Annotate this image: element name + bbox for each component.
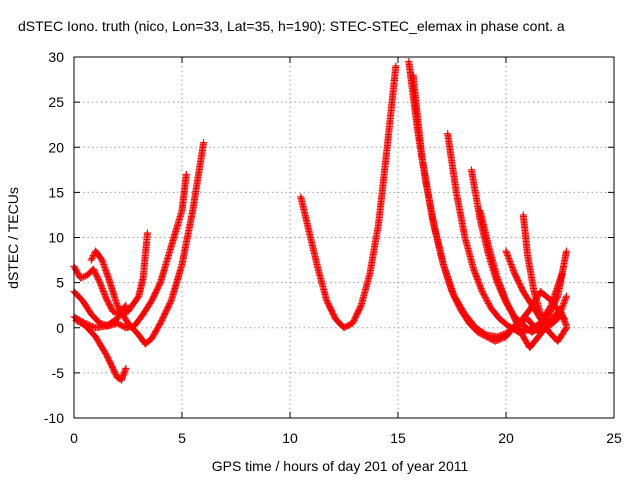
y-tick-label: 10 <box>48 230 64 246</box>
data-point <box>483 297 491 305</box>
data-point <box>93 273 101 281</box>
data-series-group <box>70 229 151 318</box>
data-point <box>94 274 102 282</box>
x-axis-label: GPS time / hours of day 201 of year 2011 <box>212 458 469 474</box>
data-point <box>81 319 89 327</box>
data-point <box>200 139 208 147</box>
data-point <box>562 247 570 255</box>
data-point <box>80 273 88 281</box>
data-point <box>500 330 508 338</box>
x-tick-label: 10 <box>282 430 298 446</box>
data-point <box>92 270 100 278</box>
data-point <box>84 321 92 329</box>
data-point <box>553 294 561 302</box>
data-point <box>182 170 190 178</box>
data-point <box>496 331 504 339</box>
data-series-group <box>297 62 400 332</box>
data-series-group <box>70 170 190 332</box>
data-point <box>109 308 117 316</box>
data-point <box>89 253 97 261</box>
data-point <box>485 299 493 307</box>
axis-ticks <box>73 56 615 419</box>
data-point <box>76 274 84 282</box>
x-tick-label: 5 <box>178 430 186 446</box>
data-point <box>92 271 100 279</box>
x-tick-label: 0 <box>70 430 78 446</box>
data-series-group <box>467 166 570 336</box>
data-point <box>482 295 490 303</box>
data-point <box>480 291 488 299</box>
data-point <box>562 292 570 300</box>
data-point <box>78 273 86 281</box>
data-point <box>89 252 97 260</box>
chart-title: dSTEC Iono. truth (nico, Lon=33, Lat=35,… <box>18 18 565 34</box>
y-tick-label: 5 <box>56 275 64 291</box>
data-point <box>392 62 400 70</box>
data-point <box>479 289 487 297</box>
data-point <box>478 288 486 296</box>
data-point <box>481 294 489 302</box>
y-axis-label: dSTEC / TECUs <box>5 187 21 289</box>
data-point <box>111 308 118 316</box>
data-point <box>87 256 95 264</box>
data-point <box>498 331 506 339</box>
data-point <box>82 320 90 328</box>
data-point <box>91 268 99 276</box>
y-tick-label: 30 <box>48 49 64 65</box>
data-point <box>495 332 503 340</box>
data-point <box>491 337 499 345</box>
data-series-group <box>87 139 208 348</box>
x-tick-label: 25 <box>606 430 622 446</box>
y-tick-label: 0 <box>56 320 64 336</box>
y-tick-label: -5 <box>52 365 65 381</box>
data-point <box>501 330 509 338</box>
data-series-group <box>70 301 130 332</box>
y-tick-label: -10 <box>44 410 64 426</box>
data-series <box>70 58 570 384</box>
data-point <box>121 303 129 311</box>
data-point <box>122 301 130 309</box>
data-point <box>95 277 103 285</box>
data-point <box>88 255 96 263</box>
data-point <box>73 268 81 276</box>
data-point <box>484 298 492 306</box>
data-point <box>143 229 151 237</box>
data-point <box>481 292 489 300</box>
x-tick-label: 20 <box>498 430 514 446</box>
data-point <box>357 303 365 311</box>
data-series-group <box>72 317 130 384</box>
grid-lines <box>74 57 614 418</box>
data-series-group <box>519 211 570 330</box>
data-point <box>89 265 97 273</box>
data-point <box>90 267 98 275</box>
data-series-group <box>476 206 570 352</box>
data-point <box>493 337 501 345</box>
data-point <box>493 333 501 341</box>
y-tick-label: 25 <box>48 94 64 110</box>
tick-labels: 0 5 10 15 20 25 -10 -5 0 5 10 15 20 25 30 <box>44 49 622 446</box>
data-point <box>562 324 570 332</box>
x-tick-label: 15 <box>390 430 406 446</box>
data-point <box>122 364 130 372</box>
y-tick-label: 15 <box>48 184 64 200</box>
data-point <box>85 321 93 329</box>
data-point <box>94 276 102 284</box>
data-point <box>485 301 493 309</box>
data-point <box>562 325 570 333</box>
data-point <box>87 322 95 330</box>
y-tick-label: 20 <box>48 139 64 155</box>
data-point <box>89 322 97 330</box>
